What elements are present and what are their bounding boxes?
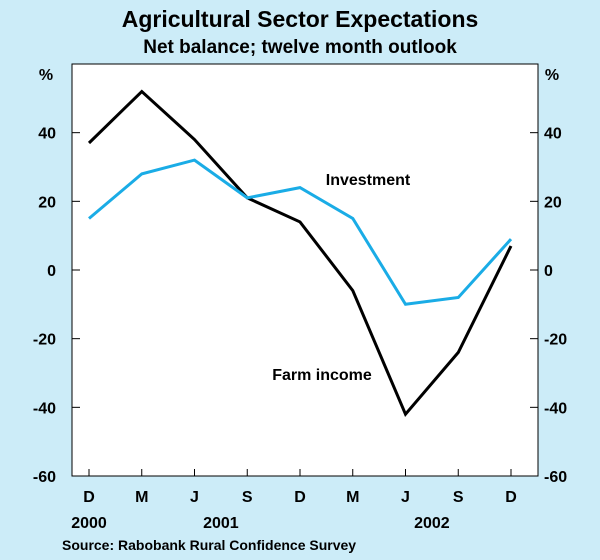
- y-tick-label-left: -60: [33, 469, 56, 486]
- x-tick-label: S: [453, 489, 464, 506]
- x-tick-label: J: [190, 489, 199, 506]
- y-tick-label-left: 0: [47, 263, 56, 280]
- annotations: Investment Farm income: [272, 172, 411, 384]
- x-tick-label: S: [242, 489, 253, 506]
- y-tick-label-right: 20: [544, 194, 562, 211]
- source-note: Source: Rabobank Rural Confidence Survey: [62, 537, 357, 553]
- y-tick-label-left: 20: [38, 194, 56, 211]
- y-tick-label-right: -40: [544, 400, 567, 417]
- x-year-label: 2000: [71, 515, 107, 532]
- y-tick-label-left: 40: [38, 126, 56, 143]
- plot-area: [71, 63, 539, 477]
- y-tick-label-left: -40: [33, 400, 56, 417]
- series-lines: [87, 89, 513, 418]
- x-year-label: 2002: [414, 515, 450, 532]
- annotation-farm-income: Farm income: [272, 367, 372, 384]
- right-axis: 40 20 0 -20 -40 -60: [530, 126, 567, 486]
- y-tick-label-right: -60: [544, 469, 567, 486]
- chart-title: Agricultural Sector Expectations: [121, 6, 479, 32]
- y-unit-right: %: [545, 67, 559, 84]
- series-line-farm-income: [87, 89, 513, 418]
- x-axis: D M J S D M J S D 2000 2001 2002: [71, 469, 517, 532]
- x-tick-label: M: [135, 489, 148, 506]
- x-tick-label: J: [401, 489, 410, 506]
- x-tick-label: D: [505, 489, 517, 506]
- y-tick-label-left: -20: [33, 332, 56, 349]
- x-year-label: 2001: [203, 515, 239, 532]
- x-tick-label: D: [294, 489, 306, 506]
- x-tick-label: M: [346, 489, 359, 506]
- y-tick-label-right: 40: [544, 126, 562, 143]
- series-line-investment: [88, 158, 513, 306]
- x-tick-label: D: [83, 489, 95, 506]
- left-axis: 40 20 0 -20 -40 -60: [33, 126, 80, 486]
- y-unit-left: %: [39, 67, 53, 84]
- chart-subtitle: Net balance; twelve month outlook: [143, 37, 457, 58]
- y-tick-label-right: 0: [544, 263, 553, 280]
- annotation-investment: Investment: [326, 172, 411, 189]
- y-tick-label-right: -20: [544, 332, 567, 349]
